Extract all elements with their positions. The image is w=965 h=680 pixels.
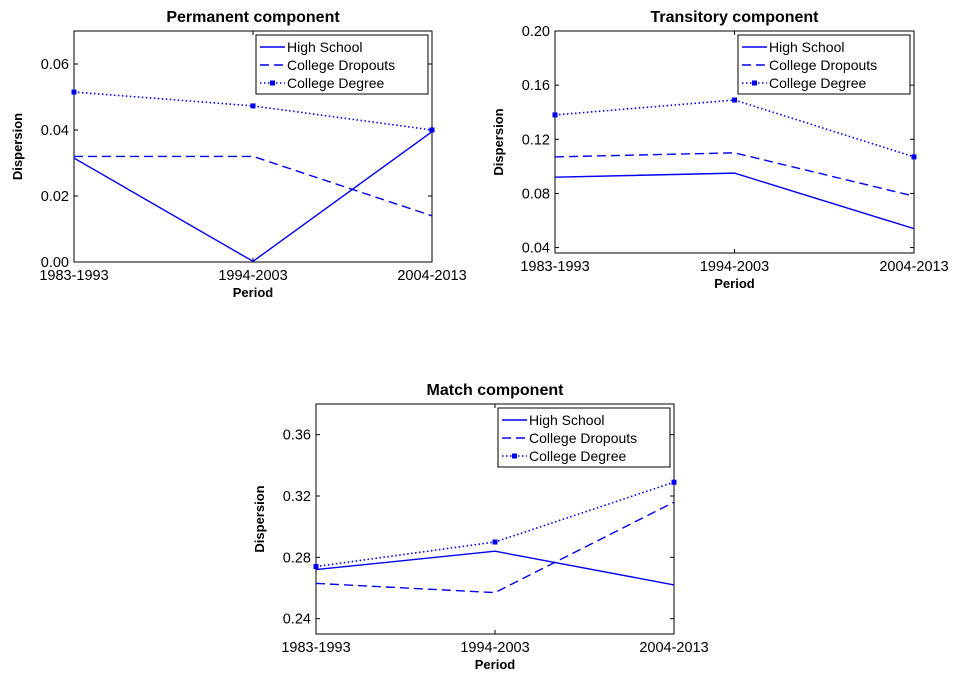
legend-label-college-degree: College Degree	[769, 75, 866, 91]
series-line-college-degree	[315, 481, 675, 568]
legend-label-high-school: High School	[287, 39, 363, 55]
series-line-college-degree	[554, 99, 915, 158]
series-line-high-school	[554, 172, 915, 230]
chart-title: Permanent component	[166, 9, 340, 26]
legend-label-college-dropouts: College Dropouts	[769, 57, 877, 73]
x-axis-label: Period	[233, 285, 274, 300]
data-point-college-degree	[71, 89, 77, 95]
x-tick-label: 1994-2003	[218, 268, 287, 284]
y-tick-label: 0.12	[522, 132, 550, 148]
y-tick-label: 0.02	[41, 189, 69, 205]
y-tick-label: 0.00	[41, 255, 69, 271]
data-point-college-degree	[429, 127, 435, 133]
y-tick-label: 0.24	[283, 612, 311, 628]
legend-label-high-school: High School	[529, 412, 605, 428]
legend-label-college-dropouts: College Dropouts	[529, 430, 637, 446]
legend-label-college-dropouts: College Dropouts	[287, 57, 395, 73]
data-point-college-degree	[732, 97, 737, 103]
x-tick-label: 2004-2013	[879, 259, 948, 275]
y-tick-label: 0.08	[522, 186, 550, 202]
y-tick-label: 0.16	[522, 78, 550, 94]
series-line-college-dropouts	[74, 155, 433, 217]
legend-label-college-degree: College Degree	[529, 448, 626, 464]
legend-box	[255, 34, 429, 95]
y-tick-label: 0.20	[522, 24, 550, 40]
data-point-college-degree	[313, 564, 319, 570]
data-point-college-degree	[552, 112, 558, 118]
legend-label-high-school: High School	[769, 39, 845, 55]
y-tick-label: 0.36	[283, 428, 311, 444]
x-axis-label: Period	[714, 276, 755, 291]
series-line-college-degree	[73, 91, 433, 131]
x-tick-label: 2004-2013	[397, 268, 466, 284]
series-line-college-dropouts	[554, 152, 915, 197]
y-tick-label: 0.04	[41, 123, 69, 139]
series-line-college-dropouts	[315, 501, 675, 594]
x-tick-label: 2004-2013	[639, 640, 708, 656]
permanent-component-chart: Permanent component 1983-1993 1994-2003 200…	[10, 9, 467, 300]
x-tick-label: 1994-2003	[460, 640, 529, 656]
x-tick-label: 1983-1993	[520, 259, 589, 275]
legend-marker-college-degree	[270, 80, 275, 86]
chart-title: Match component	[427, 382, 565, 399]
y-axis-label: Dispersion	[252, 485, 267, 552]
series-line-high-school	[73, 131, 433, 263]
x-tick-label: 1983-1993	[281, 640, 350, 656]
data-point-college-degree	[671, 479, 677, 485]
y-axis-label: Dispersion	[491, 108, 506, 175]
y-tick-label: 0.06	[41, 57, 69, 73]
legend-box	[737, 34, 911, 95]
y-tick-label: 0.04	[522, 241, 550, 257]
data-point-college-degree	[250, 103, 256, 109]
y-tick-label: 0.32	[283, 489, 311, 505]
x-tick-label: 1983-1993	[39, 268, 108, 284]
y-tick-label: 0.28	[283, 550, 311, 566]
y-axis-label: Dispersion	[10, 113, 25, 180]
transitory-component-chart: Transitory component 1983-1993 1994-2003 20…	[491, 9, 949, 291]
series-line-high-school	[315, 550, 675, 586]
legend-box	[497, 407, 671, 468]
legend-label-college-degree: College Degree	[287, 75, 384, 91]
data-point-college-degree	[492, 539, 498, 545]
x-axis-label: Period	[475, 657, 516, 672]
match-component-chart: Match component 1983-1993 1994-2003 2004-20…	[252, 382, 709, 672]
x-tick-label: 1994-2003	[700, 259, 769, 275]
data-point-college-degree	[911, 154, 917, 160]
chart-title: Transitory component	[650, 9, 819, 26]
legend-marker-college-degree	[512, 453, 517, 459]
legend-marker-college-degree	[752, 80, 757, 86]
